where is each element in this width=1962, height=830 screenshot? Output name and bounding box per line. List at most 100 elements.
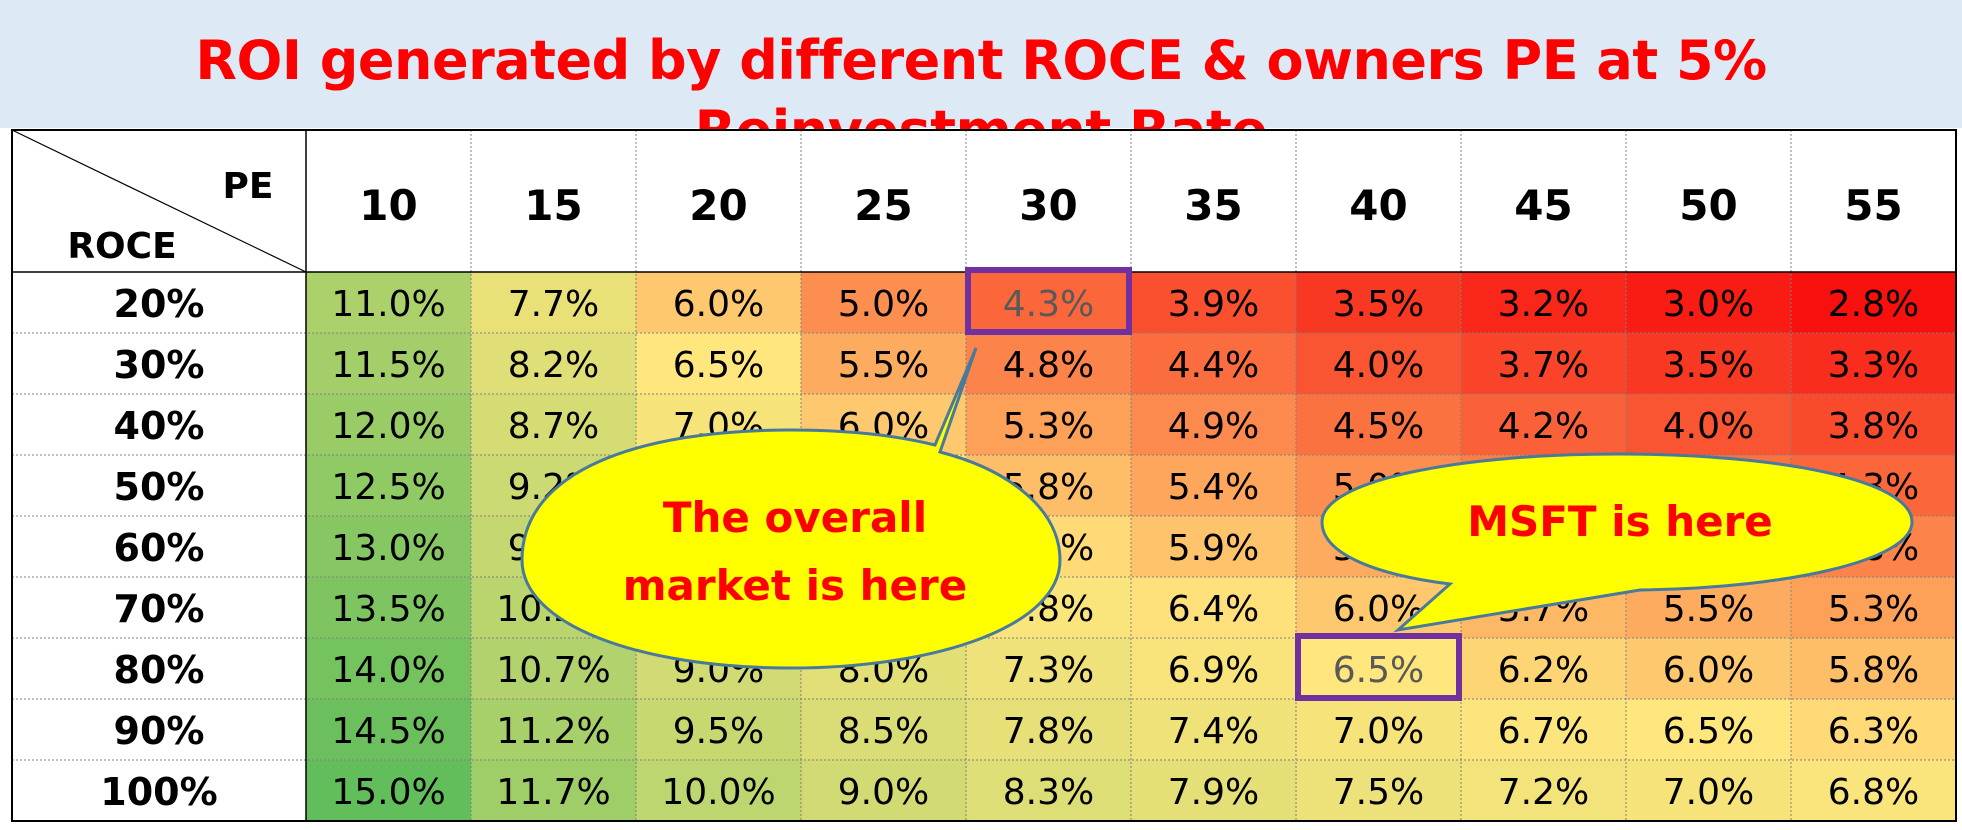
heatmap-cell (471, 760, 636, 821)
heatmap-cell (1461, 699, 1626, 760)
cell-value: 5.5% (838, 345, 929, 386)
column-axis-label: PE (223, 166, 274, 207)
row-header: 80% (114, 648, 205, 692)
cell-value: 3.5% (1663, 345, 1754, 386)
cell-value: 6.5% (673, 345, 764, 386)
heatmap-cell (306, 455, 471, 516)
heatmap-cell (1296, 394, 1461, 455)
heatmap-cell (966, 699, 1131, 760)
heatmap-cell (1131, 516, 1296, 577)
cell-value: 5.4% (1168, 467, 1259, 508)
cell-value: 11.7% (496, 772, 610, 813)
cell-value: 3.9% (1168, 284, 1259, 325)
heatmap-cell (801, 272, 966, 333)
column-header: 40 (1349, 181, 1407, 230)
heatmap-cell (1296, 699, 1461, 760)
cell-value: 9.0% (838, 772, 929, 813)
cell-value: 4.9% (1168, 406, 1259, 447)
heatmap-cell (1626, 699, 1791, 760)
heatmap-cell (801, 760, 966, 821)
column-header: 15 (524, 181, 582, 230)
heatmap-cell (471, 699, 636, 760)
cell-value: 6.5% (1333, 650, 1424, 691)
row-header: 60% (114, 526, 205, 570)
heatmap-cell (636, 699, 801, 760)
heatmap-cell (306, 638, 471, 699)
cell-value: 11.0% (331, 284, 445, 325)
heatmap-cell (1461, 333, 1626, 394)
heatmap-cell (471, 638, 636, 699)
heatmap-cell (1791, 638, 1956, 699)
cell-value: 3.3% (1828, 345, 1919, 386)
column-header: 45 (1514, 181, 1572, 230)
cell-value: 3.7% (1498, 345, 1589, 386)
cell-value: 7.4% (1168, 711, 1259, 752)
heatmap-cell (966, 394, 1131, 455)
callout-msft (1320, 452, 1914, 633)
heatmap-cell (1626, 272, 1791, 333)
row-header: 100% (100, 770, 217, 814)
column-header: 25 (854, 181, 912, 230)
heatmap-cell (1461, 760, 1626, 821)
heatmap-cell (1461, 272, 1626, 333)
heatmap-cell (1131, 455, 1296, 516)
heatmap-cell (1791, 577, 1956, 638)
heatmap-cell (1131, 699, 1296, 760)
cell-value: 6.7% (1498, 711, 1589, 752)
cell-value: 12.5% (331, 467, 445, 508)
cell-value: 14.5% (331, 711, 445, 752)
heatmap-cell (306, 333, 471, 394)
column-header: 35 (1184, 181, 1242, 230)
cell-value: 6.4% (1168, 589, 1259, 630)
cell-value: 7.7% (508, 284, 599, 325)
heatmap-cell (1131, 394, 1296, 455)
heatmap-cell (306, 577, 471, 638)
heatmap-cell (1791, 333, 1956, 394)
cell-value: 7.5% (1333, 772, 1424, 813)
cell-value: 7.2% (1498, 772, 1589, 813)
row-header: 50% (114, 465, 205, 509)
cell-value: 4.0% (1663, 406, 1754, 447)
cell-value: 13.0% (331, 528, 445, 569)
cell-value: 6.0% (1663, 650, 1754, 691)
cell-value: 12.0% (331, 406, 445, 447)
cell-value: 15.0% (331, 772, 445, 813)
cell-value: 4.8% (1003, 345, 1094, 386)
heatmap-cell (1296, 333, 1461, 394)
callout-msft-text: MSFT is here (1467, 497, 1773, 546)
cell-value: 9.5% (673, 711, 764, 752)
cell-value: 7.0% (1333, 711, 1424, 752)
cell-value: 6.9% (1168, 650, 1259, 691)
cell-value: 5.3% (1003, 406, 1094, 447)
heatmap-cell (801, 699, 966, 760)
heatmap-cell (1461, 394, 1626, 455)
cell-value: 8.7% (508, 406, 599, 447)
cell-value: 8.3% (1003, 772, 1094, 813)
row-axis-label: ROCE (67, 226, 176, 267)
cell-value: 3.2% (1498, 284, 1589, 325)
callout-overall-market (520, 347, 1062, 670)
heatmap-cell (1626, 760, 1791, 821)
cell-value: 10.7% (496, 650, 610, 691)
heatmap-cell (1131, 760, 1296, 821)
heatmap-cell (1131, 577, 1296, 638)
heatmap-cell (801, 333, 966, 394)
heatmap-cell (306, 272, 471, 333)
cell-value: 3.8% (1828, 406, 1919, 447)
row-header: 20% (114, 282, 205, 326)
heatmap-cell (471, 394, 636, 455)
heatmap-cell (1626, 394, 1791, 455)
heatmap-cell (636, 333, 801, 394)
heatmap-cell (1131, 638, 1296, 699)
cell-value: 6.3% (1828, 711, 1919, 752)
cell-value: 14.0% (331, 650, 445, 691)
cell-value: 13.5% (331, 589, 445, 630)
cell-value: 4.3% (1003, 284, 1094, 325)
heatmap-cell (1791, 699, 1956, 760)
heatmap-cell (1296, 272, 1461, 333)
cell-value: 6.2% (1498, 650, 1589, 691)
heatmap-cell (636, 272, 801, 333)
heatmap-cell (306, 760, 471, 821)
heatmap-cell (306, 516, 471, 577)
